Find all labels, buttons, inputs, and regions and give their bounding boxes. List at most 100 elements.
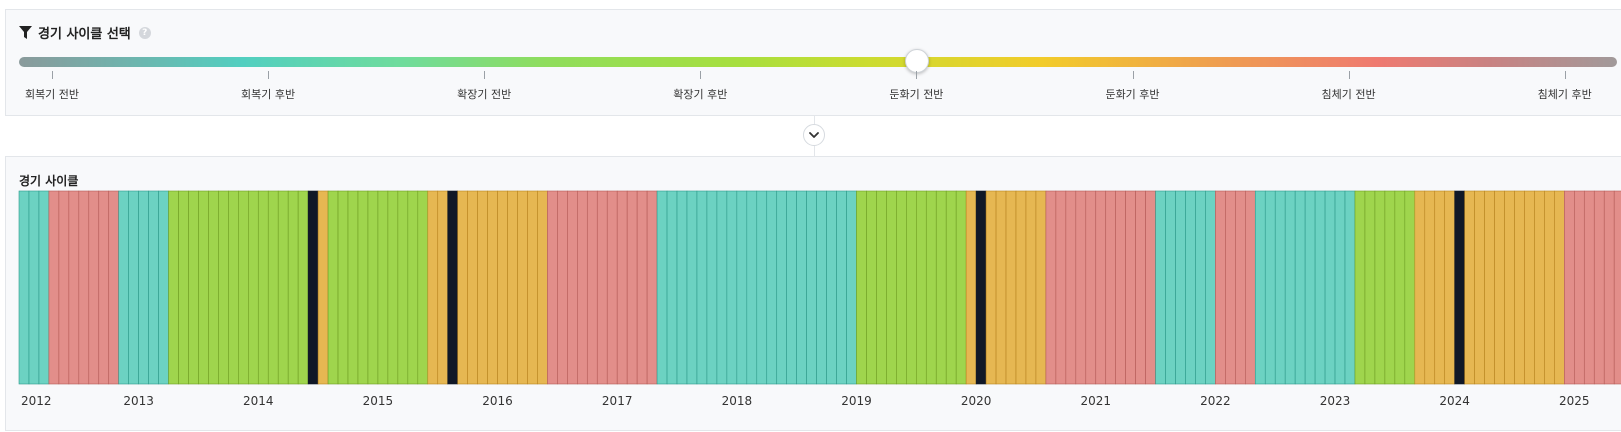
cycle-month-cell-recession[interactable] <box>1125 190 1136 385</box>
cycle-month-cell-recovery[interactable] <box>776 190 787 385</box>
cycle-month-cell-recession[interactable] <box>1145 190 1156 385</box>
cycle-month-cell-recession[interactable] <box>1583 190 1595 385</box>
cycle-month-cell-expansion[interactable] <box>178 190 189 385</box>
cycle-month-cell-expansion[interactable] <box>277 190 289 385</box>
cycle-month-cell-slowdown[interactable] <box>1414 190 1426 385</box>
cycle-month-cell-recovery[interactable] <box>148 190 159 385</box>
cycle-month-cell-recovery[interactable] <box>1254 190 1266 385</box>
cycle-month-cell-recovery[interactable] <box>1284 190 1296 385</box>
cycle-month-cell-expansion[interactable] <box>377 190 389 385</box>
cycle-month-cell-slowdown[interactable] <box>527 190 538 385</box>
cycle-month-cell-recession[interactable] <box>636 190 648 385</box>
cycle-month-cell-highlight[interactable] <box>307 190 319 385</box>
cycle-month-cell-slowdown[interactable] <box>507 190 518 385</box>
cycle-month-cell-recession[interactable] <box>1574 190 1585 385</box>
cycle-month-cell-recovery[interactable] <box>716 190 728 385</box>
cycle-month-cell-recovery[interactable] <box>816 190 827 385</box>
cycle-month-cell-slowdown[interactable] <box>1524 190 1535 385</box>
cycle-month-cell-highlight[interactable] <box>975 190 987 385</box>
cycle-month-cell-slowdown[interactable] <box>1504 190 1515 385</box>
cycle-month-cell-expansion[interactable] <box>188 190 199 385</box>
cycle-month-cell-expansion[interactable] <box>1384 190 1396 385</box>
cycle-month-cell-expansion[interactable] <box>866 190 877 385</box>
cycle-month-cell-recovery[interactable] <box>706 190 718 385</box>
cycle-month-cell-recovery[interactable] <box>846 190 857 385</box>
cycle-month-cell-expansion[interactable] <box>417 190 429 385</box>
cycle-month-cell-expansion[interactable] <box>856 190 867 385</box>
cycle-month-cell-slowdown[interactable] <box>467 190 478 385</box>
cycle-month-cell-recovery[interactable] <box>1274 190 1286 385</box>
cycle-month-cell-recession[interactable] <box>616 190 628 385</box>
cycle-month-cell-expansion[interactable] <box>198 190 209 385</box>
cycle-month-cell-slowdown[interactable] <box>457 190 468 385</box>
cycle-month-cell-slowdown[interactable] <box>1025 190 1037 385</box>
slider-stage-label[interactable]: 둔화기 후반 <box>1105 88 1160 101</box>
cycle-month-cell-expansion[interactable] <box>208 190 219 385</box>
cycle-month-cell-recovery[interactable] <box>118 190 129 385</box>
cycle-month-cell-recovery[interactable] <box>796 190 807 385</box>
cycle-month-cell-recession[interactable] <box>567 190 578 385</box>
cycle-month-cell-recession[interactable] <box>1065 190 1077 385</box>
cycle-month-cell-highlight[interactable] <box>1454 190 1465 385</box>
cycle-month-cell-recovery[interactable] <box>1155 190 1166 385</box>
cycle-month-cell-recovery[interactable] <box>726 190 738 385</box>
cycle-month-cell-recovery[interactable] <box>676 190 688 385</box>
cycle-month-cell-expansion[interactable] <box>228 190 239 385</box>
cycle-month-cell-expansion[interactable] <box>915 190 927 385</box>
cycle-month-cell-slowdown[interactable] <box>1005 190 1017 385</box>
cycle-month-cell-recovery[interactable] <box>836 190 847 385</box>
cycle-month-cell-recovery[interactable] <box>766 190 778 385</box>
cycle-month-cell-slowdown[interactable] <box>487 190 498 385</box>
cycle-month-cell-slowdown[interactable] <box>1514 190 1525 385</box>
cycle-month-cell-expansion[interactable] <box>407 190 419 385</box>
cycle-month-cell-recovery[interactable] <box>736 190 748 385</box>
cycle-month-cell-expansion[interactable] <box>896 190 907 385</box>
cycle-month-cell-expansion[interactable] <box>218 190 229 385</box>
cycle-month-cell-recession[interactable] <box>1225 190 1236 385</box>
cycle-month-cell-recession[interactable] <box>58 190 70 385</box>
question-circle-icon[interactable]: ? <box>138 26 151 39</box>
cycle-month-cell-slowdown[interactable] <box>985 190 997 385</box>
cycle-month-cell-recovery[interactable] <box>786 190 797 385</box>
cycle-month-cell-slowdown[interactable] <box>317 190 329 385</box>
cycle-month-cell-expansion[interactable] <box>387 190 399 385</box>
cycle-month-cell-recovery[interactable] <box>138 190 149 385</box>
slider-stage-label[interactable]: 확장기 후반 <box>673 88 728 101</box>
cycle-month-cell-recovery[interactable] <box>826 190 837 385</box>
cycle-month-cell-expansion[interactable] <box>238 190 249 385</box>
cycle-month-cell-recovery[interactable] <box>38 190 50 385</box>
cycle-month-cell-slowdown[interactable] <box>497 190 508 385</box>
slider-stage-label[interactable]: 둔화기 전반 <box>889 88 944 101</box>
cycle-month-cell-recovery[interactable] <box>806 190 817 385</box>
cycle-month-cell-recovery[interactable] <box>1304 190 1316 385</box>
cycle-month-cell-slowdown[interactable] <box>537 190 548 385</box>
cycle-slider-track[interactable] <box>19 57 1617 67</box>
cycle-month-cell-recession[interactable] <box>586 190 598 385</box>
cycle-month-cell-recovery[interactable] <box>158 190 169 385</box>
cycle-month-cell-expansion[interactable] <box>397 190 409 385</box>
cycle-month-cell-expansion[interactable] <box>267 190 279 385</box>
cycle-month-cell-recovery[interactable] <box>128 190 139 385</box>
cycle-month-cell-recovery[interactable] <box>1314 190 1326 385</box>
cycle-month-cell-expansion[interactable] <box>297 190 309 385</box>
cycle-month-cell-recession[interactable] <box>1593 190 1605 385</box>
cycle-month-cell-recovery[interactable] <box>1175 190 1186 385</box>
cycle-month-cell-slowdown[interactable] <box>1015 190 1027 385</box>
cycle-month-cell-recession[interactable] <box>1613 190 1621 385</box>
cycle-month-cell-expansion[interactable] <box>357 190 369 385</box>
cycle-month-cell-recovery[interactable] <box>656 190 668 385</box>
cycle-month-cell-slowdown[interactable] <box>1464 190 1475 385</box>
slider-stage-label[interactable]: 침체기 전반 <box>1321 88 1376 101</box>
cycle-month-cell-slowdown[interactable] <box>1484 190 1495 385</box>
cycle-month-cell-slowdown[interactable] <box>1544 190 1555 385</box>
cycle-month-cell-expansion[interactable] <box>347 190 359 385</box>
cycle-month-cell-expansion[interactable] <box>925 190 937 385</box>
cycle-month-cell-recession[interactable] <box>98 190 110 385</box>
slider-stage-label[interactable]: 확장기 전반 <box>457 88 512 101</box>
cycle-month-cell-recession[interactable] <box>606 190 618 385</box>
cycle-month-cell-slowdown[interactable] <box>437 190 449 385</box>
cycle-month-cell-recovery[interactable] <box>686 190 698 385</box>
cycle-month-cell-expansion[interactable] <box>886 190 897 385</box>
cycle-month-cell-recovery[interactable] <box>1195 190 1206 385</box>
cycle-month-cell-expansion[interactable] <box>1404 190 1416 385</box>
